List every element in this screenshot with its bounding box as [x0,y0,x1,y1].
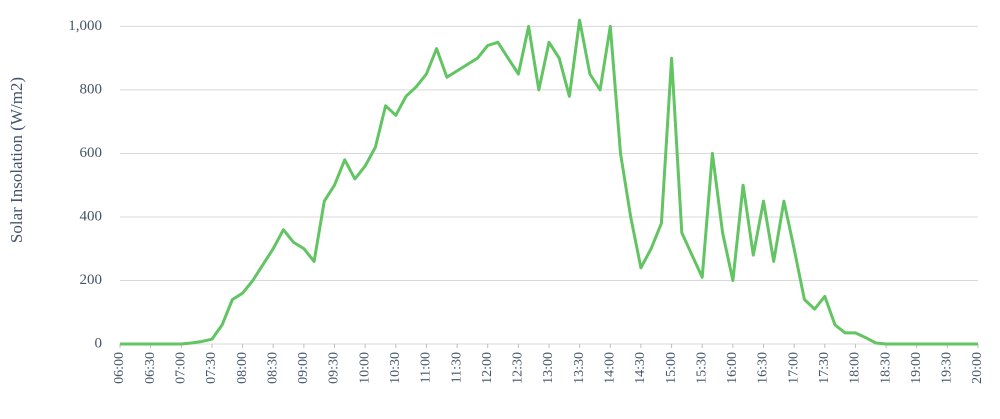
x-tick-label: 10:30 [388,352,403,384]
x-tick-label: 13:30 [572,352,587,384]
insolation-line [120,18,978,346]
x-tick-label: 19:00 [909,352,924,384]
x-tick-label: 20:00 [970,352,985,384]
x-tick-label: 13:00 [541,352,556,384]
x-tick-label: 07:00 [174,352,189,384]
x-tick-label: 12:00 [480,352,495,384]
x-tick-label: 15:30 [694,352,709,384]
x-tick-label: 19:30 [940,352,955,384]
x-tick-label: 16:30 [756,352,771,384]
y-tick-label: 400 [80,208,103,224]
x-tick-label: 11:30 [449,352,464,383]
x-tick-label: 08:30 [265,352,280,384]
y-tick-label: 0 [95,335,103,351]
y-tick-label: 600 [80,145,103,161]
x-tick-label: 15:00 [664,352,679,384]
x-tick-label: 09:30 [327,352,342,384]
x-tick-label: 09:00 [296,352,311,384]
x-tick-label: 07:30 [204,352,219,384]
y-tick-label: 200 [80,272,103,288]
y-tick-label: 1,000 [68,18,102,34]
x-tick-label: 17:30 [817,352,832,384]
x-tick-label: 18:00 [848,352,863,384]
x-tick-label: 11:00 [419,352,434,383]
x-tick-label: 14:30 [633,352,648,384]
x-tick-label: 12:30 [511,352,526,384]
y-tick-label: 800 [80,81,103,97]
x-tick-label: 18:30 [878,352,893,384]
x-tick-label: 06:30 [143,352,158,384]
x-tick-label: 17:00 [786,352,801,384]
y-axis-label: Solar Insolation (W/m2) [7,77,26,243]
x-tick-label: 16:00 [725,352,740,384]
x-tick-label: 08:00 [235,352,250,384]
x-tick-label: 14:00 [603,352,618,384]
x-tick-label: 10:00 [357,352,372,384]
x-tick-label: 06:00 [112,352,127,384]
